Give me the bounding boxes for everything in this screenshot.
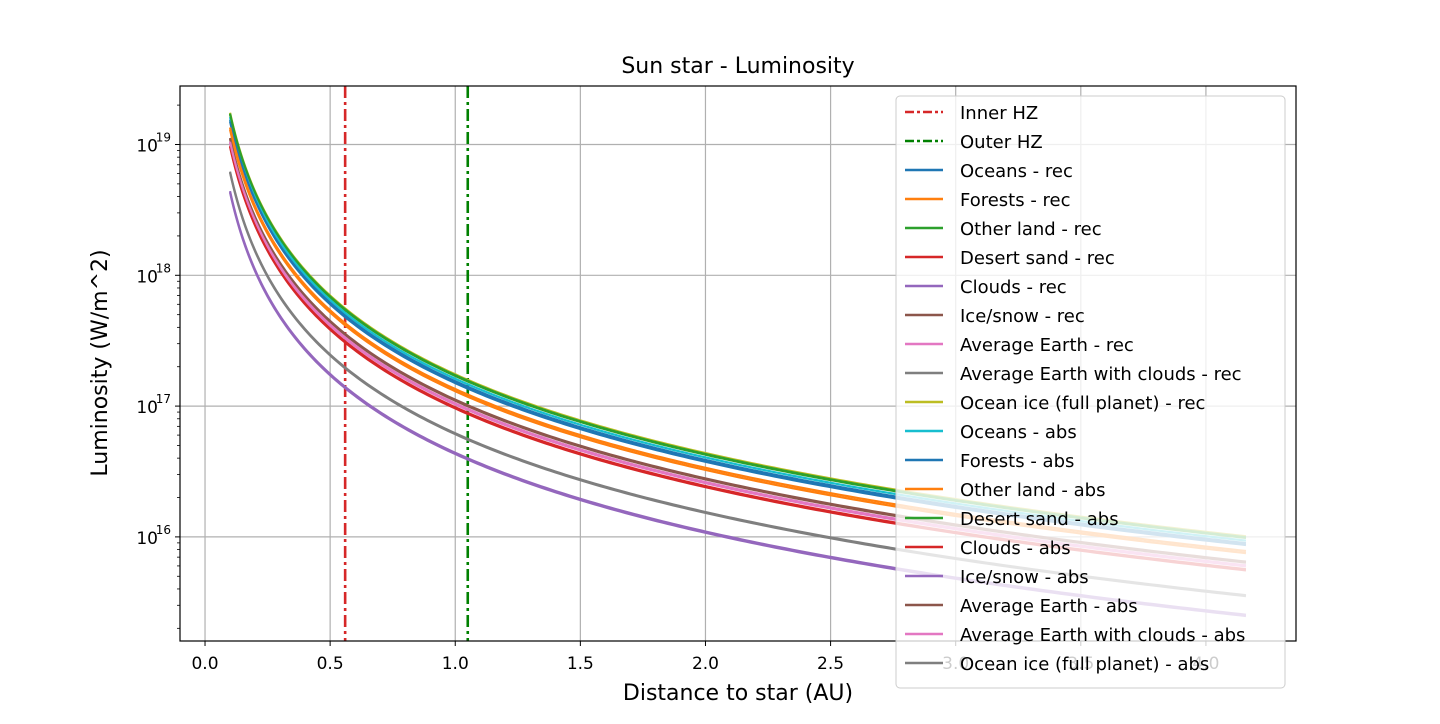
legend-label: Ice/snow - abs [960,567,1089,588]
legend-label: Other land - abs [960,480,1105,501]
x-tick-label: 0.5 [317,654,344,674]
legend-box [895,95,1286,689]
y-tick-label-exponent: 18 [156,261,171,275]
legend-label: Average Earth with clouds - rec [960,364,1242,385]
legend-label: Average Earth - abs [960,596,1138,617]
legend-label: Average Earth - rec [960,335,1134,356]
legend-label: Desert sand - abs [960,509,1119,530]
y-tick-label: 10 [136,398,158,418]
x-axis-label: Distance to star (AU) [623,681,853,706]
y-tick-label-exponent: 19 [156,130,171,144]
y-tick-label-exponent: 17 [156,392,171,406]
x-tick-label: 1.5 [567,654,594,674]
legend-label: Ocean ice (full planet) - abs [960,654,1209,675]
legend-label: Oceans - rec [960,161,1073,182]
legend-label: Average Earth with clouds - abs [960,625,1245,646]
y-tick-label: 10 [136,529,158,549]
legend-label: Desert sand - rec [960,248,1115,269]
legend-label: Ice/snow - rec [960,306,1085,327]
x-tick-label: 2.0 [692,654,719,674]
legend-label: Clouds - abs [960,538,1071,559]
legend-label: Other land - rec [960,219,1102,240]
ticks-layer: 0.00.51.01.52.02.53.03.54.01016101710181… [136,104,1219,674]
y-tick-label: 10 [136,136,158,156]
x-tick-label: 1.0 [442,654,469,674]
x-tick-label: 0.0 [191,654,218,674]
y-tick-label-exponent: 16 [156,523,171,537]
chart-title: Sun star - Luminosity [621,54,854,79]
legend: Inner HZ Outer HZ Oceans - rec Forests - re… [895,95,1286,689]
x-tick-label: 2.5 [817,654,844,674]
legend-label: Forests - abs [960,451,1074,472]
legend-label: Outer HZ [960,132,1043,153]
plot-frame [179,85,1297,642]
legend-label: Oceans - abs [960,422,1077,443]
y-axis-label: Luminosity (W/m^2) [88,249,113,476]
legend-label: Forests - rec [960,190,1071,211]
legend-label: Ocean ice (full planet) - rec [960,393,1205,414]
legend-label: Clouds - rec [960,277,1067,298]
legend-label: Inner HZ [960,103,1038,124]
y-tick-label: 10 [136,267,158,287]
